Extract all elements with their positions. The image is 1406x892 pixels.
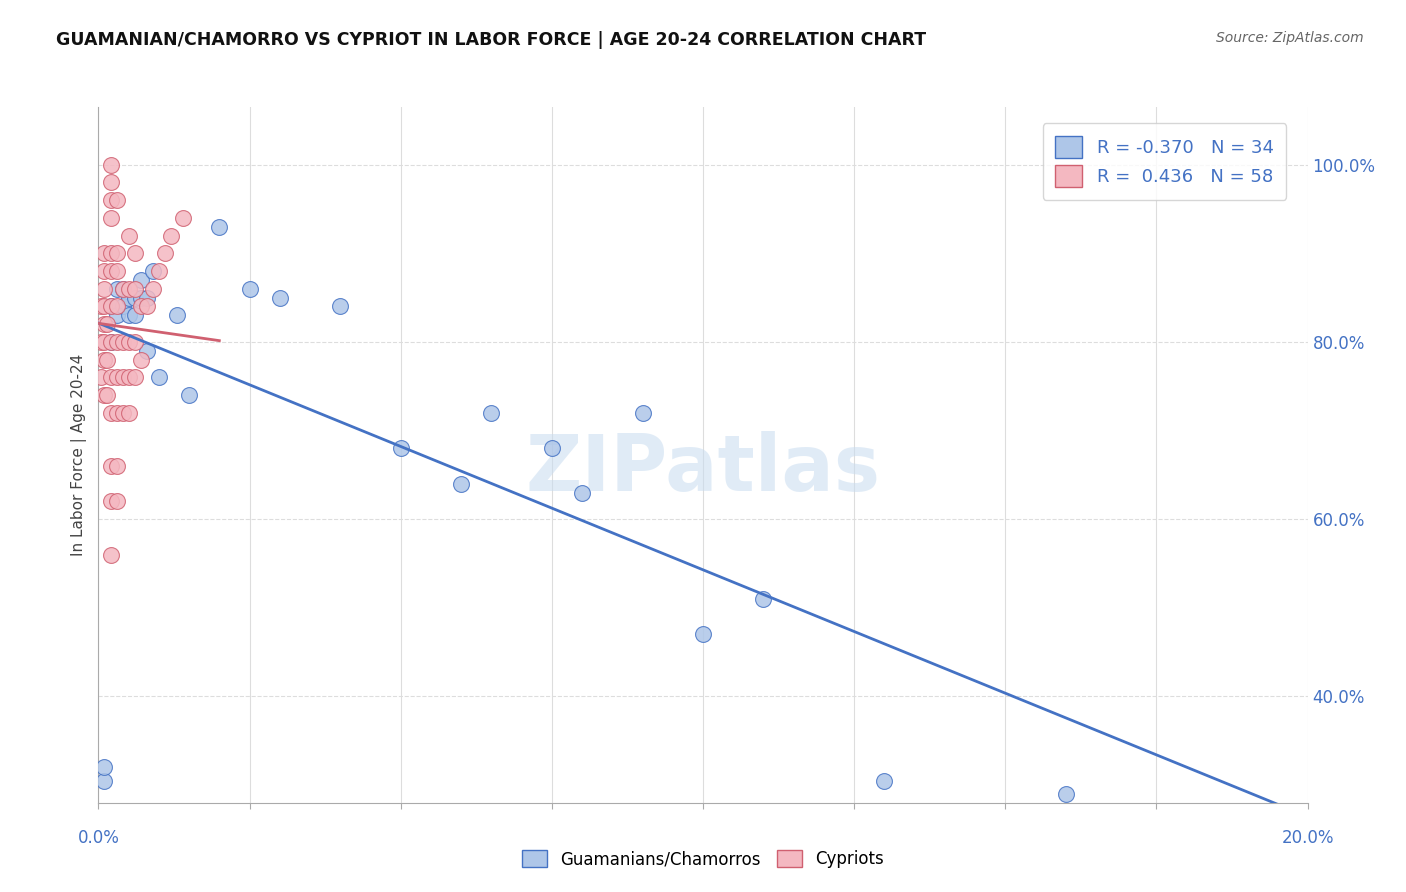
Point	[100, 193, 122, 207]
Point	[105, 193, 128, 207]
Point	[105, 334, 128, 349]
Point	[100, 334, 122, 349]
Point	[129, 352, 152, 367]
Point	[90, 370, 112, 384]
Text: ZIPatlas: ZIPatlas	[526, 431, 880, 507]
Point	[208, 219, 231, 234]
Point	[105, 282, 128, 296]
Point	[481, 406, 503, 420]
Point	[105, 494, 128, 508]
Point	[148, 264, 170, 278]
Point	[118, 309, 141, 323]
Point	[93, 760, 115, 774]
Point	[118, 406, 141, 420]
Legend: Guamanians/Chamorros, Cypriots: Guamanians/Chamorros, Cypriots	[515, 843, 891, 875]
Point	[96, 352, 118, 367]
Point	[166, 309, 188, 323]
Point	[93, 264, 115, 278]
Point	[111, 282, 134, 296]
Point	[111, 406, 134, 420]
Point	[105, 370, 128, 384]
Point	[100, 246, 122, 260]
Point	[118, 370, 141, 384]
Point	[100, 175, 122, 189]
Point	[153, 246, 176, 260]
Point	[129, 291, 152, 305]
Point	[124, 309, 146, 323]
Point	[179, 388, 201, 402]
Point	[111, 334, 134, 349]
Point	[160, 228, 183, 243]
Point	[269, 291, 291, 305]
Point	[100, 264, 122, 278]
Point	[1054, 787, 1077, 801]
Point	[105, 300, 128, 314]
Point	[93, 352, 115, 367]
Point	[124, 282, 146, 296]
Point	[692, 627, 714, 641]
Point	[93, 246, 115, 260]
Point	[93, 317, 115, 331]
Point	[873, 773, 896, 788]
Point	[105, 246, 128, 260]
Point	[135, 291, 157, 305]
Point	[100, 334, 122, 349]
Point	[111, 300, 134, 314]
Text: GUAMANIAN/CHAMORRO VS CYPRIOT IN LABOR FORCE | AGE 20-24 CORRELATION CHART: GUAMANIAN/CHAMORRO VS CYPRIOT IN LABOR F…	[56, 31, 927, 49]
Text: Source: ZipAtlas.com: Source: ZipAtlas.com	[1216, 31, 1364, 45]
Point	[111, 282, 134, 296]
Point	[135, 343, 157, 358]
Point	[100, 211, 122, 225]
Legend: R = -0.370   N = 34, R =  0.436   N = 58: R = -0.370 N = 34, R = 0.436 N = 58	[1043, 123, 1286, 200]
Point	[118, 334, 141, 349]
Point	[571, 485, 593, 500]
Point	[93, 773, 115, 788]
Point	[118, 282, 141, 296]
Point	[129, 273, 152, 287]
Point	[631, 406, 654, 420]
Point	[90, 300, 112, 314]
Point	[105, 264, 128, 278]
Point	[100, 158, 122, 172]
Point	[142, 282, 165, 296]
Point	[93, 334, 115, 349]
Point	[111, 370, 134, 384]
Point	[142, 264, 165, 278]
Point	[105, 458, 128, 473]
Point	[100, 548, 122, 562]
Point	[93, 388, 115, 402]
Point	[124, 370, 146, 384]
Point	[100, 406, 122, 420]
Y-axis label: In Labor Force | Age 20-24: In Labor Force | Age 20-24	[72, 354, 87, 556]
Point	[105, 309, 128, 323]
Point	[93, 282, 115, 296]
Point	[124, 334, 146, 349]
Point	[450, 476, 472, 491]
Point	[124, 291, 146, 305]
Point	[172, 211, 194, 225]
Text: 20.0%: 20.0%	[1281, 830, 1334, 847]
Point	[118, 228, 141, 243]
Point	[129, 300, 152, 314]
Point	[752, 591, 775, 606]
Point	[100, 300, 122, 314]
Point	[100, 300, 122, 314]
Point	[135, 300, 157, 314]
Point	[105, 406, 128, 420]
Point	[93, 300, 115, 314]
Point	[148, 370, 170, 384]
Point	[90, 334, 112, 349]
Text: 0.0%: 0.0%	[77, 830, 120, 847]
Point	[239, 282, 262, 296]
Point	[96, 388, 118, 402]
Point	[100, 370, 122, 384]
Point	[329, 300, 352, 314]
Point	[118, 291, 141, 305]
Point	[540, 442, 562, 456]
Point	[96, 317, 118, 331]
Point	[124, 246, 146, 260]
Point	[100, 458, 122, 473]
Point	[389, 442, 412, 456]
Point	[100, 494, 122, 508]
